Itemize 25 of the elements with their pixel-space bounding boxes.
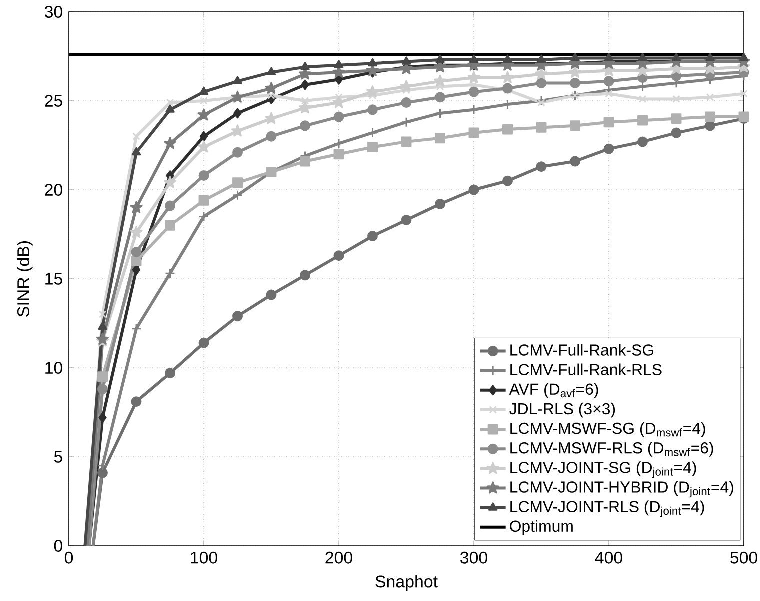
y-tick-label: 5 <box>54 451 62 463</box>
legend-label: Optimum <box>510 520 573 536</box>
legend-label: LCMV-JOINT-HYBRID (D$_{joint}$=4) <box>510 481 734 498</box>
x-tick-label: 100 <box>191 552 218 564</box>
y-tick-label: 15 <box>46 273 62 285</box>
legend-label: LCMV-JOINT-SG (D$_{joint}$=4) <box>510 462 696 478</box>
x-tick-label: 400 <box>595 552 622 564</box>
x-axis-title: Snaphot <box>376 575 438 592</box>
y-tick-label: 0 <box>54 540 62 552</box>
x-tick-label: 0 <box>64 552 74 564</box>
x-tick-label: 200 <box>326 552 352 564</box>
legend-label: LCMV-MSWF-SG (D$_{mswf}$=4) <box>510 422 706 438</box>
legend-label: LCMV-Full-Rank-SG <box>510 344 654 356</box>
x-tick-label: 300 <box>460 552 488 564</box>
legend-label: LCMV-JOINT-RLS (D$_{joint}$=4) <box>510 500 704 518</box>
y-tick-label: 10 <box>46 362 62 374</box>
legend-label: AVF (D$_{avf}$=6) <box>509 383 598 398</box>
x-tick-label: 500 <box>730 552 758 564</box>
y-tick-label: 25 <box>45 95 62 107</box>
legend-label: LCMV-Full-Rank-RLS <box>510 364 662 376</box>
y-axis-title: SINR (dB) <box>17 241 33 317</box>
legend-label: JDL-RLS (3×3) <box>510 402 616 418</box>
legend-label: LCMV-MSWF-RLS (D$_{mswf}$=6) <box>510 442 714 457</box>
y-tick-label: 30 <box>44 6 62 18</box>
y-tick-label: 20 <box>45 184 62 196</box>
